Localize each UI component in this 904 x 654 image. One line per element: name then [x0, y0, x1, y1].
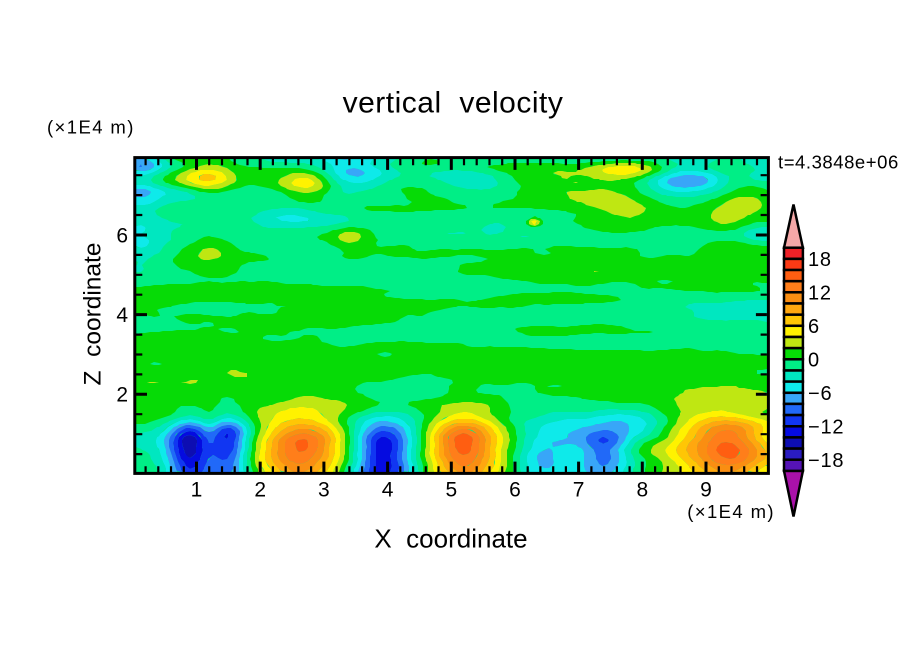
svg-text:4: 4: [116, 304, 128, 327]
svg-text:6: 6: [808, 316, 820, 338]
svg-text:12: 12: [808, 283, 832, 305]
svg-text:X coordinate: X coordinate: [374, 524, 527, 554]
svg-text:−18: −18: [808, 450, 844, 472]
svg-text:2: 2: [254, 479, 266, 502]
svg-text:(×1E4 m): (×1E4 m): [687, 501, 775, 522]
svg-text:−6: −6: [808, 383, 832, 405]
svg-text:9: 9: [700, 479, 712, 502]
svg-text:−12: −12: [808, 417, 844, 439]
svg-text:0: 0: [808, 350, 820, 372]
svg-text:1: 1: [191, 479, 203, 502]
svg-text:t=4.3848e+06: t=4.3848e+06: [778, 152, 899, 173]
svg-text:vertical velocity: vertical velocity: [343, 87, 564, 120]
svg-text:6: 6: [116, 224, 128, 247]
svg-text:(×1E4 m): (×1E4 m): [47, 117, 135, 138]
svg-text:18: 18: [808, 249, 832, 271]
svg-text:7: 7: [573, 479, 585, 502]
svg-text:8: 8: [636, 479, 648, 502]
svg-text:6: 6: [509, 479, 521, 502]
svg-text:3: 3: [318, 479, 330, 502]
svg-text:5: 5: [445, 479, 457, 502]
svg-text:Z coordinate: Z coordinate: [80, 243, 107, 386]
svg-text:4: 4: [382, 479, 394, 502]
svg-text:2: 2: [116, 384, 128, 407]
